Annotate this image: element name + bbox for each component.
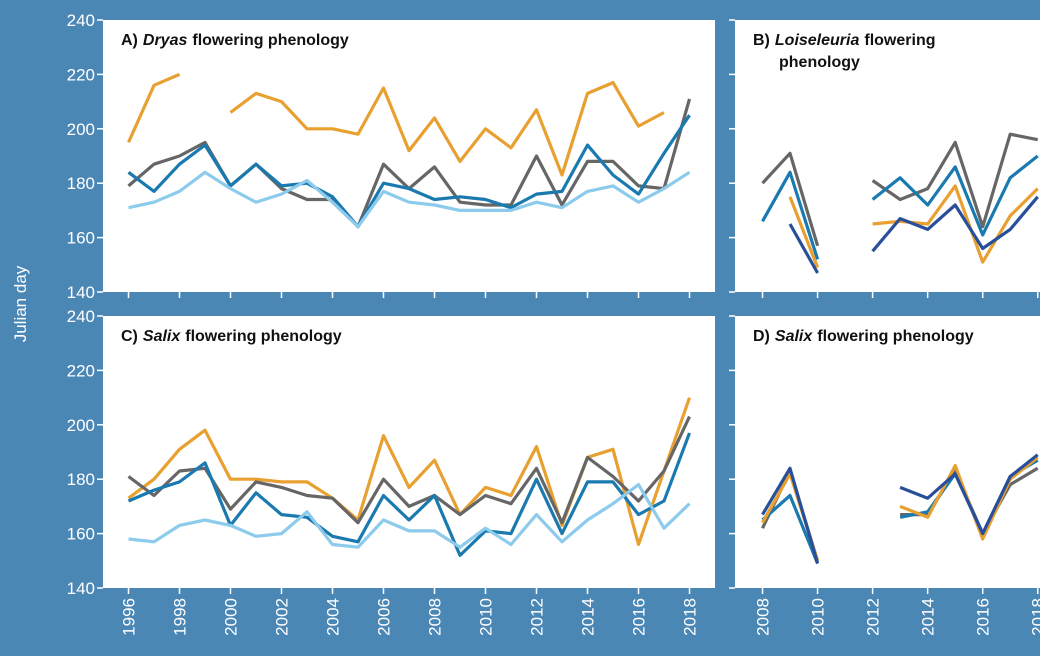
panel-title: D) Salix flowering phenology	[753, 328, 974, 345]
x-tick-label: 2000	[222, 598, 241, 636]
x-tick-label: 2014	[919, 598, 938, 636]
x-tick-label: 2018	[681, 598, 700, 636]
y-tick-label: 240	[67, 11, 95, 30]
series-line	[788, 195, 1039, 274]
title-part: Dryas	[143, 32, 188, 49]
series-line	[761, 154, 1039, 260]
x-tick-label: 2002	[273, 598, 292, 636]
title-part: flowering phenology	[817, 328, 974, 345]
series-line	[127, 397, 692, 547]
x-tick-label: 2006	[375, 598, 394, 636]
y-tick-label: 240	[67, 307, 95, 326]
panel	[103, 316, 715, 588]
title-part: Loiseleuria	[775, 32, 860, 49]
x-tick-label: 2012	[864, 598, 883, 636]
title-part: C)	[121, 328, 138, 345]
x-tick-label: 2018	[1029, 598, 1040, 636]
y-tick-label: 220	[67, 361, 95, 380]
y-tick-label: 180	[67, 470, 95, 489]
panel-title: C) Salix flowering phenology	[121, 328, 342, 345]
x-tick-label: 2008	[754, 598, 773, 636]
title-part: B)	[753, 32, 770, 49]
series-line	[127, 114, 691, 229]
series-line	[128, 170, 691, 229]
y-tick-label: 160	[67, 525, 95, 544]
y-axis-label: Julian day	[11, 265, 30, 342]
title-part: D)	[753, 328, 770, 345]
panel	[103, 20, 715, 292]
series-line	[788, 184, 1039, 269]
panel-title: phenology	[779, 54, 860, 71]
series-line	[127, 432, 691, 557]
x-tick-label: 2010	[477, 598, 496, 636]
title-part: flowering	[864, 32, 935, 49]
y-tick-label: 140	[67, 579, 95, 598]
x-tick-label: 2016	[630, 598, 649, 636]
y-tick-label: 200	[67, 120, 95, 139]
title-part: A)	[121, 32, 138, 49]
x-tick-label: 1998	[171, 598, 190, 636]
series-line	[761, 132, 1039, 247]
panel-title: A) Dryas flowering phenology	[121, 32, 349, 49]
x-tick-label: 1996	[120, 598, 139, 636]
panel	[735, 316, 1040, 588]
y-tick-label: 220	[67, 65, 95, 84]
series-line	[127, 415, 691, 525]
y-tick-label: 200	[67, 416, 95, 435]
x-tick-label: 2016	[974, 598, 993, 636]
series-line	[128, 483, 691, 549]
title-part: phenology	[779, 54, 860, 71]
y-tick-label: 180	[67, 174, 95, 193]
x-tick-label: 2014	[579, 598, 598, 636]
x-tick-label: 2004	[324, 598, 343, 636]
x-tick-label: 2010	[809, 598, 828, 636]
title-part: Salix	[775, 328, 813, 345]
y-tick-label: 140	[67, 283, 95, 302]
y-tick-label: 160	[67, 229, 95, 248]
title-part: Salix	[143, 328, 181, 345]
series-line	[761, 453, 1039, 564]
title-part: flowering phenology	[185, 328, 342, 345]
series-line	[127, 72, 665, 177]
title-part: flowering phenology	[192, 32, 349, 49]
x-tick-label: 2008	[426, 598, 445, 636]
panel-title: B) Loiseleuria flowering	[753, 32, 935, 49]
x-tick-label: 2012	[528, 598, 547, 636]
